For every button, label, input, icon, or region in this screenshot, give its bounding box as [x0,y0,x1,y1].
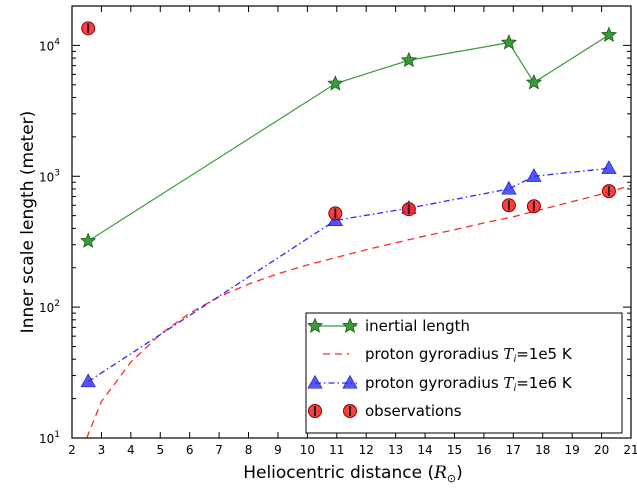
legend-marker-0 [306,317,324,333]
series-line-2 [87,167,609,383]
legend-marker-3 [308,404,322,418]
x-tick-label: 14 [417,443,432,457]
y-tick-label: 103 [39,168,60,184]
legend-label-3: observations [365,402,462,420]
x-tick-label: 20 [594,443,609,457]
x-tick-label: 21 [623,443,637,457]
data-point-0-0 [80,232,97,248]
x-tick-label: 6 [186,443,194,457]
x-tick-label: 2 [68,443,76,457]
legend-entry-2: proton gyroradius Ti=1e6 K [307,374,573,394]
x-tick-label: 18 [535,443,550,457]
y-tick-label: 102 [39,299,60,315]
series-layer [80,21,631,438]
plot-frame [71,5,632,439]
data-point-3-5 [601,184,616,199]
data-point-2-5 [601,160,617,174]
x-tick-label: 17 [506,443,521,457]
x-tick-label: 7 [215,443,223,457]
legend-label-1: proton gyroradius Ti=1e5 K [365,345,573,365]
legend-entry-1: proton gyroradius Ti=1e5 K [323,345,573,365]
y-tick-label: 101 [39,430,60,446]
x-tick-label: 12 [359,443,374,457]
legend-marker-0-b [341,317,359,333]
x-tick-label: 15 [447,443,462,457]
x-tick-label: 3 [98,443,106,457]
series-0 [80,26,618,248]
x-tick-label: 11 [329,443,344,457]
legend-label-0: inertial length [365,317,470,335]
data-point-3-0 [81,21,96,36]
legend-entry-0: inertial length [306,317,470,335]
ticks-layer: 2 3 4 5 6 7 8 9 10 11 12 13 14 15 16 17 18 19 20 21 101 102 10… [39,5,637,457]
y-tick-label: 104 [39,37,60,53]
legend: inertial length proton gyroradius Ti=1e5 … [305,312,623,434]
legend-marker-2 [307,374,323,389]
series-line-0 [87,34,610,242]
x-tick-label: 9 [274,443,282,457]
x-tick-label: 13 [388,443,403,457]
data-point-3-1 [328,206,343,221]
x-tick-label: 5 [156,443,164,457]
data-point-3-2 [401,202,416,217]
data-point-0-3 [500,34,518,50]
data-point-3-3 [501,198,516,213]
data-point-2-0 [80,373,96,388]
data-point-0-4 [525,74,543,90]
legend-marker-2-b [342,374,358,389]
data-point-0-2 [400,51,417,68]
legend-entry-3: observations [308,402,462,420]
x-tick-label: 19 [565,443,580,457]
legend-marker-3-b [343,404,357,418]
legend-label-2: proton gyroradius Ti=1e6 K [365,374,573,394]
data-point-3-4 [526,199,541,214]
x-tick-label: 8 [245,443,253,457]
x-tick-label: 4 [127,443,135,457]
data-point-0-5 [600,26,618,42]
x-tick-label: 16 [476,443,491,457]
x-tick-label: 10 [300,443,315,457]
x-axis-title: Heliocentric distance (R⊙) [243,463,463,485]
y-axis-title: Inner scale length (meter) [18,111,38,334]
data-point-2-4 [526,168,542,182]
data-point-0-1 [327,75,344,91]
legend-frame [305,312,623,434]
series-3 [81,21,616,221]
data-point-2-3 [501,180,517,195]
